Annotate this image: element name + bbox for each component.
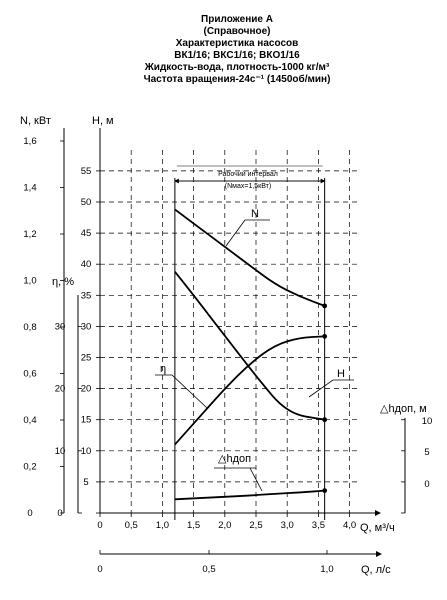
header-line-6: Частота вращения-24с⁻¹ (1450об/мин) [144,73,331,85]
y-h-tick-label: 20 [81,384,92,395]
y-n-tick-label: 1,0 [23,276,36,287]
y-h-tick-label: 50 [81,197,92,208]
curve-label-eta: η [160,363,166,375]
y-h-tick-label: 40 [81,259,92,270]
y-h-tick-label: 10 [81,446,92,457]
x-q-tick-label: 0 [97,520,102,531]
leader-dh [249,467,263,492]
header-line-3: Характеристика насосов [176,38,299,49]
curve-label-h: H [337,368,345,380]
working-interval-label: Рабочий интервал [218,170,278,178]
curve-eta [174,335,325,446]
x-q-tick-label: 3,0 [281,520,294,531]
y-h-tick-label: 5 [83,477,88,488]
y-axis-eta-label: η, % [52,276,74,288]
y-axis-dh-label: △hдоп, м [380,403,427,415]
curve-label-dh: △hдоп [218,453,251,465]
x-q-tick-label: 4,0 [343,520,356,531]
curve-h [174,271,325,421]
x-q-tick-label: 1,5 [187,520,200,531]
leader-n [225,219,246,247]
x-axis-q-label: Q, м³/ч [360,522,395,534]
header-line-4: ВК1/16; ВКС1/16; ВКО1/16 [174,50,300,61]
curve-n [174,208,325,307]
curve-dh [174,489,325,501]
grid-layer [100,150,358,513]
x-ls-tick-label: 0,5 [202,564,215,575]
y-eta-tick-label: 0 [57,508,62,519]
y-h-tick-label: 35 [81,290,92,301]
decoration-layer [155,165,354,520]
y-eta-tick-label: 30 [55,321,66,332]
y-h-tick-label: 55 [81,166,92,177]
y-n-tick-label: 1,2 [23,229,36,240]
y-n-tick-label: 0 [27,508,32,519]
x-ls-tick-label: 0 [97,564,102,575]
header-line-2: (Справочное) [204,26,271,37]
y-h-tick-label: 25 [81,353,92,364]
x-q-tick-label: 2,0 [218,520,231,531]
chart-header: Приложение А (Справочное) Характеристика… [144,14,331,85]
working-interval-note: (Nмах=1,5кВт) [225,183,271,190]
working-interval: Рабочий интервал (Nмах=1,5кВт) [218,170,278,190]
y-n-tick-label: 0,8 [23,322,36,333]
x-ls-tick-label: 1,0 [320,564,333,575]
axes-layer: 0 0,5 1,0 1,5 2,0 2,5 3,0 3,5 4,0 5 10 15 20 25 30 35 40… [23,128,432,575]
y-n-tick-label: 0,4 [23,415,36,426]
y-eta-tick-label: 20 [55,384,66,395]
y-n-tick-label: 0,2 [23,462,36,473]
y-axis-n-label: N, кВт [20,115,51,127]
x-q-tick-label: 3,5 [312,520,325,531]
y-h-tick-label: 30 [81,321,92,332]
leader-eta [171,374,208,409]
y-dh-tick-label: 0 [424,479,429,490]
x-q-tick-label: 2,5 [249,520,262,531]
curve-label-n: N [251,208,259,220]
y-n-tick-label: 1,6 [23,136,36,147]
y-n-tick-label: 0,6 [23,369,36,380]
header-line-5: Жидкость-вода, плотность-1000 кг/м³ [144,62,330,73]
y-dh-tick-label: 10 [422,416,433,427]
y-dh-tick-label: 5 [424,447,429,458]
y-h-tick-label: 45 [81,228,92,239]
y-h-tick-label: 15 [81,415,92,426]
x-axis-ls-label: Q, л/с [361,564,391,576]
header-line-1: Приложение А [201,14,273,25]
leader-h [308,379,334,398]
x-q-tick-label: 0,5 [125,520,138,531]
x-q-tick-label: 1,0 [156,520,169,531]
y-n-tick-label: 1,4 [23,183,36,194]
y-axis-h-label: H, м [92,115,114,127]
y-eta-tick-label: 10 [55,446,66,457]
